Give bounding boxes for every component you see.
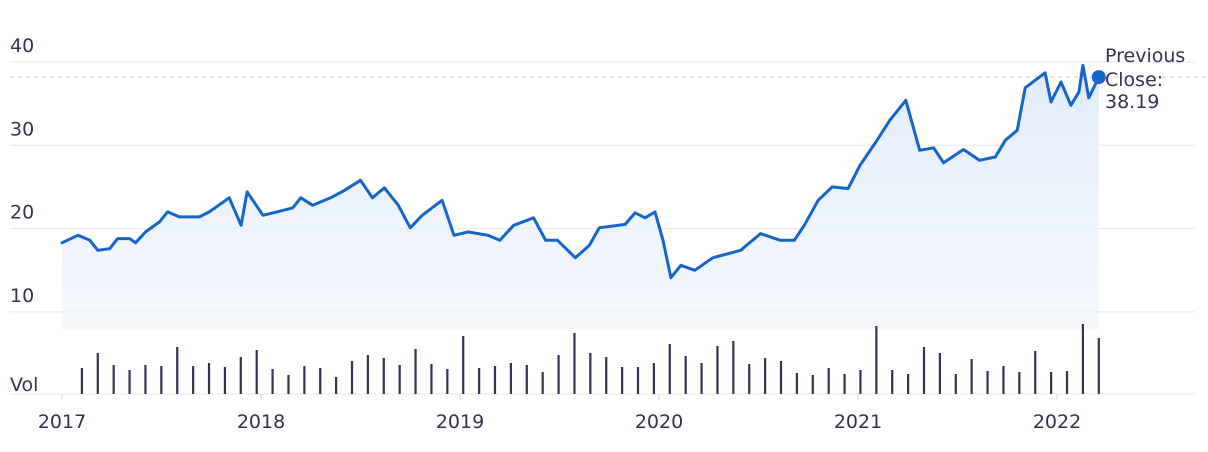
- price-line: [60, 63, 1101, 280]
- previous-close-annotation: Previous Close: 38.19: [1105, 45, 1185, 113]
- x-tick-label: 2019: [436, 411, 484, 433]
- x-tick-label: 2021: [834, 411, 882, 433]
- y-tick-label: 10: [10, 285, 34, 307]
- price-area: [10, 63, 1208, 330]
- previous-close-label-line2: Close:: [1105, 69, 1163, 91]
- x-tick-label: 2022: [1033, 411, 1081, 433]
- previous-close-label-line1: Previous: [1105, 45, 1185, 67]
- x-tick-label: 2018: [237, 411, 285, 433]
- volume-label: Vol: [10, 374, 38, 396]
- volume-bars: [80, 324, 1100, 394]
- x-tick-label: 2020: [635, 411, 683, 433]
- y-tick-label: 30: [10, 118, 34, 140]
- price-area-fill: [62, 65, 1099, 330]
- y-tick-label: 40: [10, 35, 34, 57]
- y-tick-label: 20: [10, 202, 34, 224]
- x-axis: 2017 2018 2019 2020 2021 2022: [38, 394, 1081, 433]
- previous-close-value: 38.19: [1105, 91, 1159, 113]
- previous-close-marker: [1091, 70, 1106, 85]
- y-axis-labels: 40 30 20 10: [10, 35, 34, 307]
- x-tick-label: 2017: [38, 411, 86, 433]
